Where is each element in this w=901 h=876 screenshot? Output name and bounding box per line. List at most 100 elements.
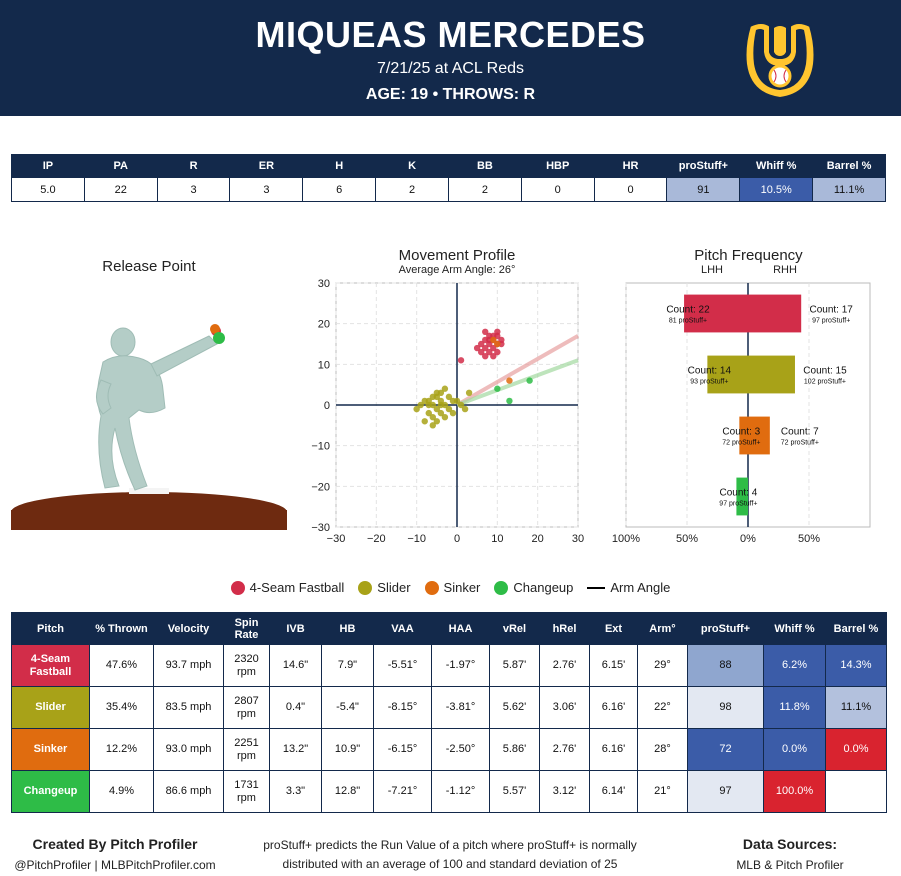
movement-ytick: 30 [318, 278, 330, 290]
pitch-cell: 35.4% [89, 686, 154, 729]
summary-header-6: BB [447, 154, 522, 178]
pitch-cell: -8.15° [373, 686, 432, 729]
summary-header-9: proStuff+ [666, 154, 741, 178]
pitch-cell: 83.5 mph [153, 686, 224, 729]
movement-point [494, 340, 501, 348]
pitch-cell: 13.2" [269, 728, 322, 771]
movement-point [445, 405, 453, 413]
summary-header-7: HBP [520, 154, 595, 178]
table-row: Changeup 4.9% 86.6 mph 1731 rpm 3.3" 12.8" -7.… [11, 770, 887, 813]
frequency-bar-rhh [748, 416, 770, 455]
footer-links: @PitchProfiler | MLBPitchProfiler.com [14, 858, 216, 872]
summary-header-4: H [302, 154, 377, 178]
movement-point [498, 336, 505, 344]
legend-item: Slider [358, 580, 411, 595]
pitch-cell: 11.1% [825, 686, 887, 729]
player-name: MIQUEAS MERCEDES [255, 14, 646, 55]
summary-value-3: 3 [229, 177, 304, 202]
movement-point [478, 340, 485, 348]
frequency-sublabel-lhh: 72 proStuff+ [722, 440, 760, 447]
movement-point [506, 397, 513, 405]
pitch-cell: -2.50° [431, 728, 490, 771]
movement-point [482, 344, 489, 352]
frequency-label-rhh: Count: 17 [810, 305, 854, 316]
movement-point [445, 393, 453, 401]
movement-ytick: −30 [311, 522, 330, 534]
movement-point [429, 393, 436, 401]
movement-ytick: −20 [311, 481, 330, 493]
frequency-sublabel-lhh: 81 proStuff+ [669, 318, 707, 325]
movement-point [465, 389, 473, 396]
summary-stats-table: IP PA R ER H K BB HBP HR proStuff+ Whiff % Barrel %… [11, 154, 886, 202]
pitch-name-cell: Changeup [11, 770, 90, 813]
movement-point [482, 328, 489, 335]
footer-description: proStuff+ predicts the Run Value of a pi… [230, 838, 670, 871]
pitch-cell: 6.16' [589, 686, 638, 729]
pitch-name-cell: Sinker [11, 728, 90, 771]
summary-header-5: K [375, 154, 449, 178]
pitch-cell: 98 [687, 686, 764, 729]
pitch-cell: 0.0% [763, 728, 826, 771]
pitch-cell: -1.97° [431, 644, 490, 687]
summary-value-4: 6 [302, 177, 377, 202]
pitch-cell: 5.86' [489, 728, 540, 771]
game-info: 7/21/25 at ACL Reds [376, 60, 525, 77]
movement-xtick: −10 [407, 533, 426, 545]
pitch-header-8: vRel [489, 612, 540, 645]
movement-point [413, 405, 420, 413]
pitch-cell: 28° [637, 728, 688, 771]
movement-point [425, 401, 432, 409]
movement-point [486, 332, 493, 340]
pitch-cell: 0.4" [269, 686, 322, 729]
footer-desc-line1: proStuff+ predicts the Run Value of a pi… [263, 838, 637, 852]
pitch-header-11: Arm° [637, 612, 688, 645]
pitch-cell: 2320 rpm [223, 644, 270, 687]
legend-label: Sinker [443, 580, 481, 595]
pitch-arsenal-table: Pitch% Thrown Velocity Spin Rate IVB HB VAA HA… [11, 612, 887, 813]
pitch-cell: 88 [687, 644, 764, 687]
movement-point [461, 405, 469, 413]
legend-dot-icon [230, 580, 245, 595]
pitch-header-1: % Thrown [89, 612, 154, 645]
pitch-cell [825, 770, 887, 813]
footer-sources: Data Sources: MLB & Pitch Profiler [690, 836, 890, 872]
frequency-bar-lhh [739, 416, 748, 455]
frequency-xtick: 50% [676, 533, 698, 545]
movement-point [433, 418, 441, 425]
movement-point [441, 385, 449, 392]
frequency-xtick: 100% [612, 533, 640, 545]
arm-angle-line [456, 334, 579, 407]
pitch-cell: 21° [637, 770, 688, 813]
pitch-cell: -1.12° [431, 770, 490, 813]
summary-value-7: 0 [520, 177, 595, 202]
movement-point [473, 344, 481, 352]
pitch-cell: 47.6% [89, 644, 154, 687]
legend-item: Changeup [494, 580, 573, 595]
legend-item: Sinker [424, 580, 481, 595]
summary-value-11: 11.1% [812, 177, 886, 202]
frequency-xtick: 0% [740, 533, 756, 545]
movement-point [490, 344, 497, 352]
movement-point [486, 348, 493, 356]
pitch-header-0: Pitch [11, 612, 90, 645]
pitch-cell: 86.6 mph [153, 770, 224, 813]
pitch-cell: 5.87' [489, 644, 540, 687]
pitch-cell: 14.6" [269, 644, 322, 687]
pitch-cell: 3.06' [539, 686, 590, 729]
movement-subtitle: Average Arm Angle: 26° [398, 264, 516, 276]
player-info: AGE: 19 • THROWS: R [365, 86, 536, 103]
legend-item: 4-Seam Fastball [230, 580, 344, 595]
footer-sources-title: Data Sources: [742, 836, 838, 852]
pitch-header-3: Spin Rate [223, 612, 270, 645]
movement-xtick: 20 [532, 533, 544, 545]
pitch-header-14: Barrel % [825, 612, 887, 645]
pitching-rubber [129, 488, 169, 494]
movement-point [417, 401, 424, 409]
pitch-cell: 14.3% [825, 644, 887, 687]
frequency-bar-rhh [748, 294, 802, 333]
pitch-cell: -7.21° [373, 770, 432, 813]
pitch-cell: 12.2% [89, 728, 154, 771]
frequency-rhh-label: RHH [773, 264, 797, 276]
frequency-label-lhh: Count: 3 [722, 427, 760, 438]
legend-label: Slider [377, 580, 411, 595]
